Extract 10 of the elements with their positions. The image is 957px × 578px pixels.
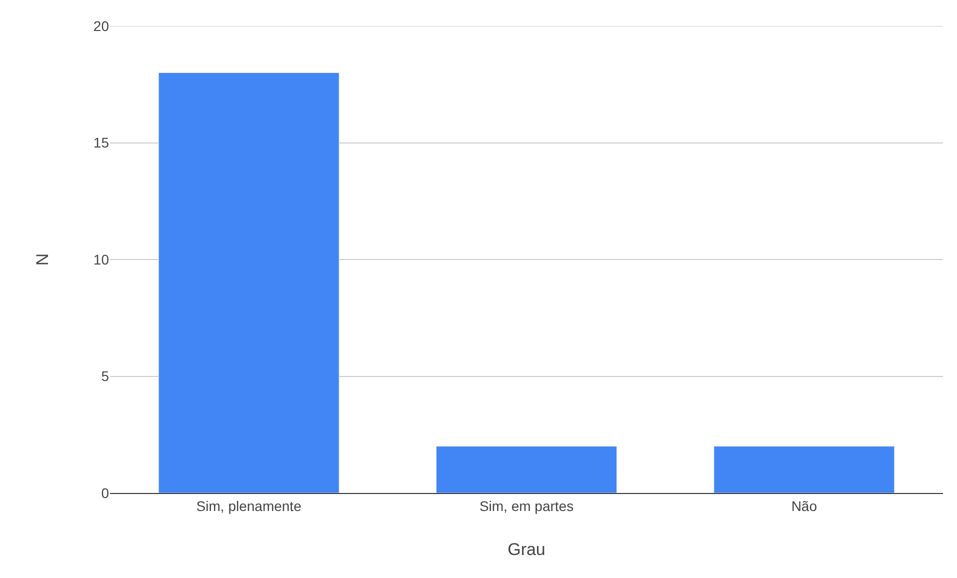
x-axis-title: Grau	[508, 540, 546, 560]
y-axis-title: N	[32, 253, 52, 266]
y-tick-label: 10	[93, 251, 110, 268]
x-tick-label: Sim, em partes	[479, 498, 574, 514]
x-tick-label: Sim, plenamente	[196, 498, 302, 514]
y-tick-label: 15	[93, 134, 110, 151]
x-tick-label: Não	[791, 498, 818, 514]
y-tick-label: 20	[93, 18, 110, 34]
y-tick-label: 5	[101, 368, 110, 384]
y-tick-label: 0	[101, 484, 110, 501]
